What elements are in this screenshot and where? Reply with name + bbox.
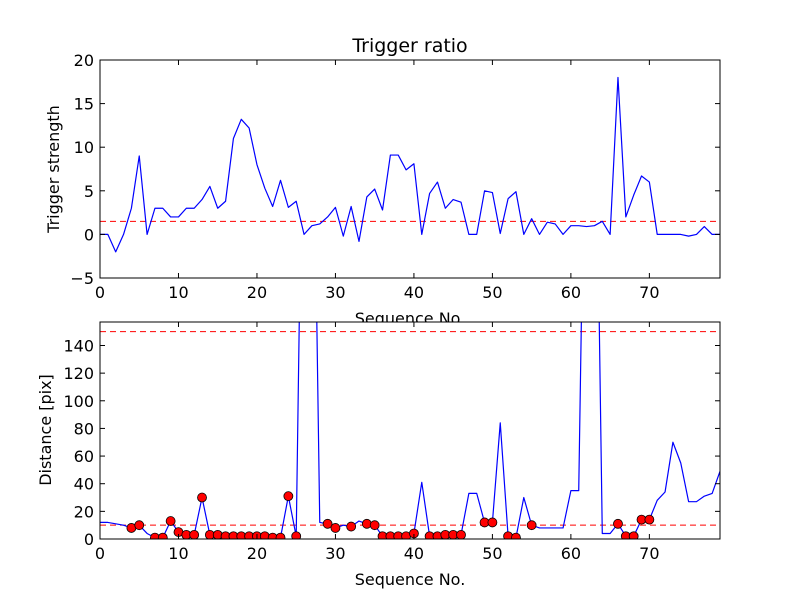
- y-tick-label: 60: [74, 447, 94, 466]
- data-point-marker: [134, 520, 145, 531]
- data-point-marker: [189, 529, 200, 539]
- x-tick-label: 10: [168, 544, 188, 563]
- y-tick-label: 100: [63, 392, 94, 411]
- y-tick-label: 0: [84, 530, 94, 549]
- y-tick-label: −5: [70, 269, 94, 288]
- x-tick-label: 20: [247, 544, 267, 563]
- data-point-marker: [157, 532, 168, 539]
- data-point-marker: [291, 531, 302, 539]
- y-axis-label: Distance [pix]: [36, 374, 55, 486]
- y-tick-label: 10: [74, 138, 94, 157]
- y-tick-label: 20: [74, 51, 94, 70]
- x-tick-label: 0: [95, 544, 105, 563]
- x-tick-label: 40: [404, 283, 424, 302]
- x-tick-label: 50: [482, 544, 502, 563]
- x-tick-label: 30: [325, 283, 345, 302]
- data-point-marker: [330, 523, 341, 533]
- data-point-marker: [456, 529, 466, 539]
- y-tick-label: 80: [74, 419, 94, 438]
- y-tick-label: 0: [84, 225, 94, 244]
- x-tick-label: 40: [404, 544, 424, 563]
- data-point-marker: [346, 521, 357, 532]
- plot-area: [100, 60, 720, 278]
- data-point-marker: [165, 516, 176, 526]
- x-axis-label: Sequence No.: [355, 570, 466, 589]
- y-axis-label: Trigger strength: [44, 105, 63, 234]
- data-point-marker: [322, 518, 333, 529]
- trigger-ratio-panel: Trigger ratio 0 10 20 30 40 50 60 70 −505101520…: [44, 35, 721, 328]
- y-tick-label: 5: [84, 182, 94, 201]
- plot-frame: [99, 59, 721, 279]
- series-line: [100, 76, 720, 253]
- x-tick-label: 60: [561, 283, 581, 302]
- x-tick-label: 60: [561, 544, 581, 563]
- x-tick-label: 20: [247, 283, 267, 302]
- data-point-marker: [644, 514, 655, 525]
- data-point-marker: [283, 491, 294, 502]
- x-tick-label: 0: [95, 283, 105, 302]
- data-point-marker: [628, 531, 639, 539]
- y-tick-label: 120: [63, 364, 94, 383]
- plot-frame: [99, 321, 721, 540]
- y-tick-label: 40: [74, 475, 94, 494]
- plot-area: [100, 322, 720, 539]
- x-tick-label: 10: [168, 283, 188, 302]
- data-point-marker: [613, 518, 623, 529]
- data-point-marker: [511, 532, 521, 539]
- data-point-marker: [526, 520, 537, 531]
- distance-panel: 0 10 20 30 40 50 60 70 0 20 40 60 80 100 120 140 Seque…: [36, 321, 721, 589]
- chart-title: Trigger ratio: [351, 35, 467, 57]
- x-tick-label: 30: [325, 544, 345, 563]
- data-point-marker: [369, 520, 380, 531]
- x-tick-label: 70: [639, 283, 659, 302]
- data-point-marker: [197, 492, 207, 503]
- data-point-marker: [487, 517, 498, 528]
- y-tick-label: 20: [74, 502, 94, 521]
- x-tick-label: 50: [482, 283, 502, 302]
- data-point-marker: [275, 532, 286, 539]
- y-tick-label: 140: [63, 336, 94, 355]
- y-tick-label: 15: [74, 95, 94, 114]
- x-tick-label: 70: [639, 544, 659, 563]
